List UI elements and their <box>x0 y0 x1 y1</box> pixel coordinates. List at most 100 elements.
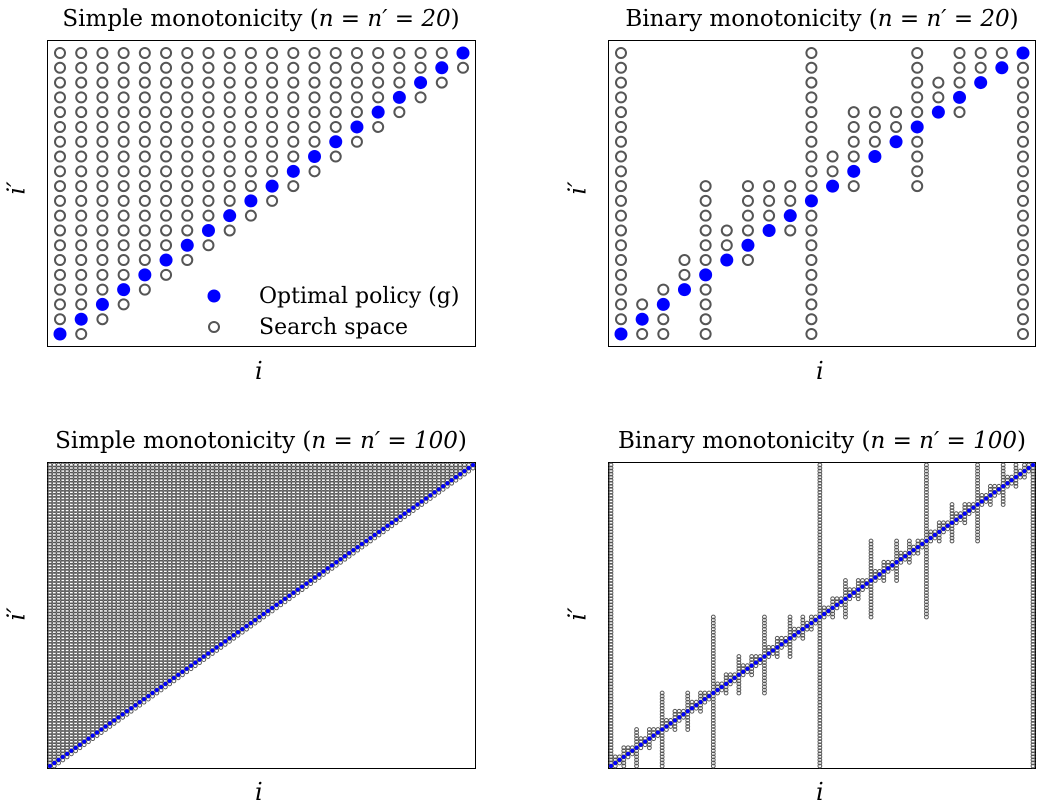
search-space-point <box>54 224 66 237</box>
search-space-point <box>1017 224 1029 237</box>
search-space-point <box>1017 298 1029 311</box>
search-space-point <box>329 106 342 119</box>
search-space-point <box>1017 328 1029 340</box>
search-space-point <box>117 120 130 133</box>
search-space-point <box>244 47 257 59</box>
search-space-point <box>699 239 712 252</box>
search-space-point <box>75 180 88 193</box>
search-space-point <box>202 61 215 74</box>
search-space-point <box>202 91 215 104</box>
search-space-point <box>847 106 860 119</box>
search-space-point <box>741 194 754 207</box>
chart-title-text: Simple monotonicity ( <box>62 6 319 32</box>
search-space-point <box>202 239 215 252</box>
optimal-policy-point <box>783 209 797 223</box>
optimal-policy-point <box>953 90 967 104</box>
search-space-series <box>615 47 1029 340</box>
scatter-plot-binary-20 <box>608 40 1036 347</box>
search-space-point <box>435 76 448 89</box>
search-space-point <box>1017 239 1029 252</box>
search-space-point <box>244 76 257 89</box>
search-space-point <box>350 61 363 74</box>
search-space-point <box>202 180 215 193</box>
search-space-point <box>223 106 236 119</box>
search-space-point <box>1017 313 1029 326</box>
search-space-point <box>96 150 109 163</box>
search-space-point <box>636 298 649 311</box>
search-space-point <box>117 61 130 74</box>
search-space-point <box>699 180 712 193</box>
search-space-point <box>244 165 257 178</box>
search-space-point <box>138 61 151 74</box>
legend: Optimal policy (g)Search space <box>207 284 459 340</box>
search-space-point <box>350 106 363 119</box>
search-space-point <box>96 194 109 207</box>
search-space-point <box>805 328 818 340</box>
search-space-point <box>75 254 88 267</box>
search-space-point <box>657 283 670 296</box>
search-space-point <box>202 209 215 222</box>
search-space-point <box>805 165 818 178</box>
search-space-point <box>75 224 88 237</box>
optimal-policy-point <box>762 223 776 237</box>
search-space-point <box>763 180 776 193</box>
search-space-point <box>138 120 151 133</box>
search-space-point <box>615 106 627 119</box>
search-space-point <box>181 224 194 237</box>
search-space-point <box>699 328 712 340</box>
search-space-point <box>54 47 66 59</box>
search-space-point <box>699 194 712 207</box>
search-space-point <box>953 61 966 74</box>
search-space-point <box>117 91 130 104</box>
search-space-point <box>54 298 66 311</box>
search-space-point <box>138 283 151 296</box>
search-space-point <box>202 120 215 133</box>
search-space-point <box>615 283 627 296</box>
search-space-point <box>96 283 109 296</box>
optimal-policy-point <box>435 61 449 75</box>
search-space-point <box>138 47 151 59</box>
search-space-point <box>805 268 818 281</box>
search-space-point <box>615 239 627 252</box>
search-space-point <box>615 254 627 267</box>
search-space-point <box>202 194 215 207</box>
optimal-policy-series <box>614 46 1030 341</box>
search-space-point <box>329 76 342 89</box>
search-space-point <box>805 209 818 222</box>
optimal-policy-point <box>889 135 903 149</box>
search-space-point <box>720 239 733 252</box>
search-space-point <box>329 120 342 133</box>
search-space-point <box>615 135 627 148</box>
chart-title-close: ) <box>450 6 460 32</box>
optimal-policy-point <box>868 150 882 164</box>
search-space-point <box>223 165 236 178</box>
optimal-policy-point <box>159 253 173 267</box>
search-space-point <box>615 91 627 104</box>
search-space-point <box>75 47 88 59</box>
search-space-point <box>117 135 130 148</box>
search-space-point <box>615 120 627 133</box>
search-space-point <box>805 76 818 89</box>
search-space-point <box>96 47 109 59</box>
search-space-point <box>75 239 88 252</box>
search-space-point <box>911 106 924 119</box>
optimal-policy-point <box>265 179 279 193</box>
search-space-point <box>393 47 406 59</box>
search-space-point <box>244 91 257 104</box>
search-space-point <box>181 120 194 133</box>
search-space-point <box>96 224 109 237</box>
search-space-point <box>615 194 627 207</box>
search-space-point <box>372 61 385 74</box>
search-space-point <box>308 165 321 178</box>
search-space-point <box>75 194 88 207</box>
search-space-point <box>160 135 173 148</box>
search-space-point <box>160 180 173 193</box>
search-space-point <box>181 91 194 104</box>
search-space-point <box>911 76 924 89</box>
search-space-point <box>414 91 427 104</box>
search-space-point <box>96 135 109 148</box>
search-space-point <box>393 76 406 89</box>
search-space-point <box>54 239 66 252</box>
search-space-point <box>372 91 385 104</box>
search-space-point <box>847 120 860 133</box>
